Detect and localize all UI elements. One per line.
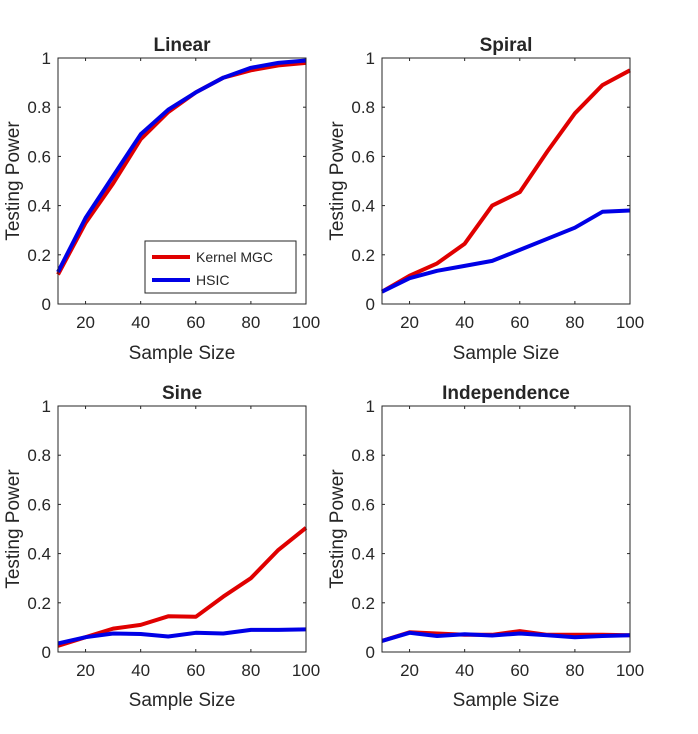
y-axis-label: Testing Power bbox=[3, 121, 24, 241]
y-tick-label: 0.8 bbox=[351, 446, 375, 465]
x-tick-label: 40 bbox=[131, 661, 150, 680]
y-tick-label: 0.2 bbox=[351, 594, 375, 613]
panel-independence: Independence 20 40 60 80 100 0 0.2 0.4 0.6 0.8 1 S… bbox=[327, 383, 644, 711]
y-tick-label: 0 bbox=[366, 295, 375, 314]
x-tick-label: 80 bbox=[565, 313, 584, 332]
x-tick-label: 100 bbox=[616, 313, 644, 332]
legend: Kernel MGC HSIC bbox=[145, 241, 296, 293]
x-tick-label: 100 bbox=[292, 313, 320, 332]
panel-linear: Linear 20 40 60 80 100 0 0.2 0.4 0.6 0.8 1 Sample … bbox=[3, 35, 320, 364]
x-tick-label: 60 bbox=[510, 661, 529, 680]
x-tick-label: 100 bbox=[616, 661, 644, 680]
y-tick-label: 0.2 bbox=[27, 246, 51, 265]
y-tick-label: 0.8 bbox=[351, 98, 375, 117]
y-tick-label: 0.6 bbox=[351, 495, 375, 514]
plot-area: 20 40 60 80 100 0 0.2 0.4 0.6 0.8 1 bbox=[351, 397, 644, 680]
y-tick-label: 0.2 bbox=[351, 246, 375, 265]
x-tick-label: 80 bbox=[241, 313, 260, 332]
plot-area: 20 40 60 80 100 0 0.2 0.4 0.6 0.8 1 bbox=[27, 397, 320, 680]
y-tick-label: 0.8 bbox=[27, 446, 51, 465]
y-tick-label: 0.4 bbox=[27, 197, 51, 216]
plot-background bbox=[382, 406, 630, 652]
y-tick-label: 0 bbox=[366, 643, 375, 662]
x-axis-label: Sample Size bbox=[129, 343, 236, 364]
panel-title: Linear bbox=[153, 35, 211, 56]
x-axis-label: Sample Size bbox=[453, 343, 560, 364]
x-tick-label: 100 bbox=[292, 661, 320, 680]
x-tick-label: 20 bbox=[400, 661, 419, 680]
legend-label-kernel-mgc: Kernel MGC bbox=[196, 249, 273, 265]
y-tick-label: 0.4 bbox=[351, 197, 375, 216]
y-tick-label: 1 bbox=[366, 49, 375, 68]
y-axis-label: Testing Power bbox=[327, 469, 348, 589]
x-tick-label: 20 bbox=[76, 313, 95, 332]
x-tick-label: 40 bbox=[131, 313, 150, 332]
x-tick-label: 20 bbox=[400, 313, 419, 332]
y-axis-label: Testing Power bbox=[327, 121, 348, 241]
panel-title: Independence bbox=[442, 383, 570, 404]
panel-sine: Sine 20 40 60 80 100 0 0.2 0.4 0.6 0.8 1 Sample Si… bbox=[3, 383, 320, 711]
y-tick-label: 0 bbox=[42, 643, 51, 662]
y-tick-label: 0.6 bbox=[27, 147, 51, 166]
x-axis-label: Sample Size bbox=[453, 690, 560, 711]
panel-title: Spiral bbox=[480, 35, 533, 56]
y-tick-label: 1 bbox=[366, 397, 375, 416]
y-tick-label: 0.8 bbox=[27, 98, 51, 117]
y-tick-label: 0.4 bbox=[27, 545, 51, 564]
x-tick-label: 60 bbox=[186, 313, 205, 332]
y-tick-label: 0.6 bbox=[27, 495, 51, 514]
x-tick-label: 60 bbox=[510, 313, 529, 332]
y-tick-label: 0.4 bbox=[351, 545, 375, 564]
y-tick-label: 1 bbox=[42, 49, 51, 68]
legend-label-hsic: HSIC bbox=[196, 272, 229, 288]
x-tick-label: 40 bbox=[455, 661, 474, 680]
x-tick-label: 20 bbox=[76, 661, 95, 680]
x-tick-label: 40 bbox=[455, 313, 474, 332]
y-tick-label: 0.2 bbox=[27, 594, 51, 613]
plot-area: 20 40 60 80 100 0 0.2 0.4 0.6 0.8 1 bbox=[351, 49, 644, 332]
x-tick-label: 60 bbox=[186, 661, 205, 680]
x-axis-label: Sample Size bbox=[129, 690, 236, 711]
y-tick-label: 0.6 bbox=[351, 147, 375, 166]
panel-title: Sine bbox=[162, 383, 202, 404]
y-tick-label: 1 bbox=[42, 397, 51, 416]
y-axis-label: Testing Power bbox=[3, 469, 24, 589]
x-tick-label: 80 bbox=[565, 661, 584, 680]
y-tick-label: 0 bbox=[42, 295, 51, 314]
figure: Linear 20 40 60 80 10000.20.40.60.81 Sample … bbox=[0, 0, 698, 734]
x-tick-label: 80 bbox=[241, 661, 260, 680]
panel-spiral: Spiral 20 40 60 80 100 0 0.2 0.4 0.6 0.8 1 Sample … bbox=[327, 35, 644, 364]
